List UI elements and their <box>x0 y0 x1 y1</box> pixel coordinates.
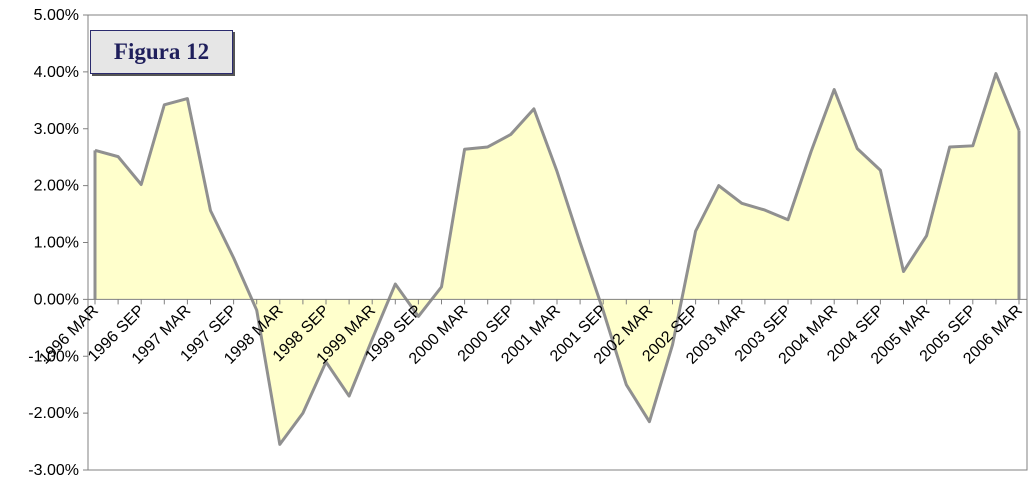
area-series <box>93 72 1021 446</box>
y-axis-ticks: 5.00% 4.00% 3.00% 2.00% 1.00% 0.00% -1.00% -2.0… <box>28 7 88 479</box>
y-tick-label: 3.00% <box>34 121 79 138</box>
chart-title-box: Figura 12 <box>90 30 233 74</box>
chart-title: Figura 12 <box>113 39 210 64</box>
area-fill <box>95 73 1019 445</box>
y-tick-label: 1.00% <box>34 235 79 252</box>
y-tick-label: -3.00% <box>28 462 79 479</box>
series-line <box>94 72 1021 446</box>
y-tick-label: 4.00% <box>34 64 79 81</box>
y-tick-label: -1.00% <box>28 348 79 365</box>
y-tick-label: 0.00% <box>34 291 79 308</box>
y-tick-label: -2.00% <box>28 405 79 422</box>
y-tick-label: 5.00% <box>34 7 79 24</box>
y-tick-label: 2.00% <box>34 178 79 195</box>
